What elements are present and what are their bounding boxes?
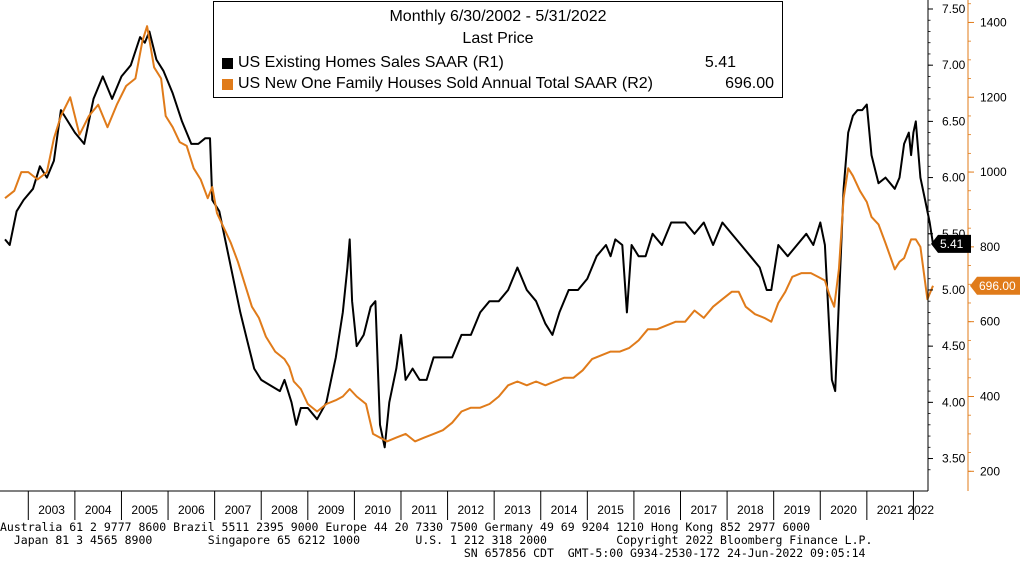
x-tick-label: 2011 — [411, 503, 437, 517]
x-tick-label: 2019 — [784, 503, 811, 517]
x-tick-label: 2004 — [85, 503, 112, 517]
legend-series-value: 5.41 — [704, 54, 736, 71]
x-tick-label: 2016 — [644, 503, 671, 517]
footer-line-2: Japan 81 3 4565 8900 Singapore 65 6212 1… — [0, 533, 873, 547]
plot-area — [4, 25, 934, 449]
last-value-tag-text: 5.41 — [940, 237, 964, 251]
last-value-tag-bg — [931, 234, 971, 253]
x-tick-label: 2017 — [690, 503, 717, 517]
x-tick-label: 2006 — [178, 503, 205, 517]
legend-item-new-homes: US New One Family Houses Sold Annual Tot… — [222, 74, 774, 94]
x-tick-label: 2010 — [364, 503, 391, 517]
x-tick-label: 2014 — [551, 503, 578, 517]
footer-line-1: Australia 61 2 9777 8600 Brazil 5511 239… — [0, 520, 811, 534]
r2-tick-label: 400 — [980, 389, 1000, 403]
last-value-tag-r2: 696.00 — [970, 276, 1020, 295]
x-tick-label: 2008 — [271, 503, 298, 517]
r2-tick-label: 800 — [980, 240, 1000, 254]
r2-tick-label: 600 — [980, 315, 1000, 329]
legend: Monthly 6/30/2002 - 5/31/2022 Last Price… — [213, 1, 783, 98]
legend-item-existing-homes: US Existing Homes Sales SAAR (R1) 5.41 — [222, 53, 774, 73]
legend-series-name: US New One Family Houses Sold Annual Tot… — [238, 75, 653, 92]
r1-tick-label: 4.00 — [942, 395, 966, 409]
x-tick-label: 2003 — [38, 503, 65, 517]
x-tick-label: 2015 — [597, 503, 624, 517]
legend-subtitle: Last Price — [462, 30, 534, 47]
last-value-tag-bg — [970, 276, 1020, 295]
legend-title: Monthly 6/30/2002 - 5/31/2022 — [389, 8, 607, 25]
x-axis: 2003 2004 2005 2006 2007 2008 2009 2010 2011 2012… — [38, 503, 934, 517]
r1-tick-label: 7.50 — [942, 2, 966, 16]
r1-tick-label: 5.00 — [942, 283, 966, 297]
r1-tick-label: 4.50 — [942, 339, 966, 353]
x-tick-label: 2005 — [131, 503, 158, 517]
r2-tick-label: 1400 — [980, 15, 1007, 29]
r1-tick-label: 6.00 — [942, 171, 966, 185]
right-axis-r1: 3.504.004.505.005.506.006.507.007.50 — [927, 0, 966, 491]
r2-tick-label: 1000 — [980, 165, 1007, 179]
r2-tick-label: 200 — [980, 464, 1000, 478]
r1-tick-label: 7.00 — [942, 58, 966, 72]
x-tick-label: 2012 — [458, 503, 485, 517]
year-axis-bands — [0, 490, 928, 520]
x-tick-label: 2021 — [877, 503, 904, 517]
x-tick-label: 2020 — [830, 503, 857, 517]
legend-series-name: US Existing Homes Sales SAAR (R1) — [238, 54, 504, 71]
x-tick-label: 2009 — [318, 503, 345, 517]
r1-tick-label: 6.50 — [942, 114, 966, 128]
legend-series-value: 696.00 — [725, 75, 774, 92]
footer-line-3: SN 657856 CDT GMT-5:00 G934-2530-172 24-… — [0, 546, 866, 560]
legend-swatch-orange — [222, 78, 233, 90]
right-axis-r2: 200 400 600 800 1000 1200 1400 — [967, 0, 1007, 491]
x-tick-label: 2007 — [225, 503, 252, 517]
last-value-tag-text: 696.00 — [979, 279, 1016, 293]
series-existing-homes-line — [4, 30, 934, 449]
series-new-homes-line — [4, 25, 934, 443]
legend-swatch-black — [222, 57, 233, 69]
x-tick-label: 2022 — [907, 503, 934, 517]
x-tick-label: 2018 — [737, 503, 764, 517]
last-value-tags: 5.41 696.00 — [931, 234, 1020, 295]
last-value-tag-r1: 5.41 — [931, 234, 971, 253]
r1-tick-label: 3.50 — [942, 452, 966, 466]
x-tick-label: 2013 — [504, 503, 531, 517]
r2-tick-label: 1200 — [980, 90, 1007, 104]
